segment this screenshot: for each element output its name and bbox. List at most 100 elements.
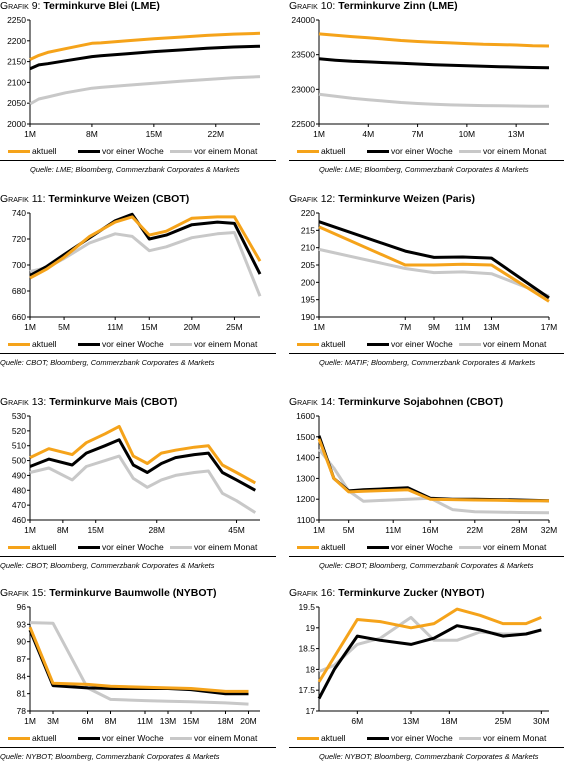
chart-panel: Grafik 16: Terminkurve Zucker (NYBOT) 17 1… xyxy=(289,587,564,777)
x-tick-label: 18M xyxy=(217,716,234,726)
y-tick-label: 740 xyxy=(12,208,26,218)
legend-item: vor einem Monat xyxy=(459,542,546,552)
y-tick-label: 18 xyxy=(306,664,316,674)
legend-label: vor einem Monat xyxy=(194,146,258,156)
y-tick-label: 215 xyxy=(301,225,315,235)
series-line-woche xyxy=(318,57,550,70)
y-tick-label: 1400 xyxy=(296,453,315,463)
y-tick-label: 480 xyxy=(12,485,26,495)
chart-plot: 660 680 700 720 740 1M 5M 11M 15M 20M 25M xyxy=(12,208,262,332)
legend-item: vor einer Woche xyxy=(367,339,453,349)
y-tick-label: 93 xyxy=(17,619,27,629)
chart-panel: Grafik 14: Terminkurve Sojabohnen (CBOT)… xyxy=(289,396,564,586)
y-tick-label: 81 xyxy=(17,689,27,699)
separator xyxy=(289,556,564,557)
x-tick-label: 28M xyxy=(511,525,528,535)
legend-item: vor einer Woche xyxy=(78,542,164,552)
chart-label: Grafik 11: xyxy=(0,193,46,205)
x-tick-label: 13M xyxy=(403,716,420,726)
y-tick-label: 2250 xyxy=(7,15,26,25)
legend-item: vor einem Monat xyxy=(459,146,546,156)
legend-label: vor einem Monat xyxy=(194,542,258,552)
y-tick-label: 490 xyxy=(12,470,26,480)
legend-swatch xyxy=(367,546,389,550)
x-tick-label: 17M xyxy=(541,322,557,332)
y-tick-label: 17.5 xyxy=(298,685,315,695)
series-line-monat xyxy=(29,75,261,106)
chart-title-text: Terminkurve Sojabohnen (CBOT) xyxy=(335,396,504,408)
chart-plot: 17 17.5 18 18.5 19 19.5 6M 13M 18M 25M 30M xyxy=(298,602,550,726)
legend-item: aktuell xyxy=(297,146,346,156)
x-tick-label: 11M xyxy=(455,322,471,332)
legend-item: vor einer Woche xyxy=(367,733,453,743)
legend-label: aktuell xyxy=(32,733,57,743)
x-tick-label: 22M xyxy=(467,525,484,535)
x-tick-label: 22M xyxy=(207,129,224,139)
y-tick-label: 210 xyxy=(301,243,315,253)
x-tick-label: 16M xyxy=(422,525,439,535)
x-tick-label: 6M xyxy=(82,716,94,726)
chart-title-text: Terminkurve Baumwolle (NYBOT) xyxy=(46,587,217,599)
series-line-aktuell xyxy=(317,438,550,503)
series-line-woche xyxy=(29,44,261,71)
x-tick-label: 6M xyxy=(351,716,363,726)
legend-item: vor einem Monat xyxy=(170,146,257,156)
chart-panel: Grafik 13: Terminkurve Mais (CBOT) 460 470… xyxy=(0,396,276,586)
legend-swatch xyxy=(8,737,30,741)
legend-label: vor einer Woche xyxy=(391,146,453,156)
x-tick-label: 15M xyxy=(87,525,104,535)
chart-title-text: Terminkurve Zucker (NYBOT) xyxy=(335,587,485,599)
chart-title: Grafik 10: Terminkurve Zinn (LME) xyxy=(289,0,458,12)
source-note: Quelle: MATIF; Bloomberg, Commerzbank Co… xyxy=(319,358,536,367)
legend-item: aktuell xyxy=(8,146,57,156)
legend-swatch xyxy=(297,737,319,741)
separator xyxy=(289,747,564,748)
series-line-woche xyxy=(29,212,262,277)
x-tick-label: 1M xyxy=(313,322,325,332)
chart-title: Grafik 15: Terminkurve Baumwolle (NYBOT) xyxy=(0,587,216,599)
separator xyxy=(289,353,564,354)
chart-panel: Grafik 15: Terminkurve Baumwolle (NYBOT)… xyxy=(0,587,276,777)
y-tick-label: 24000 xyxy=(291,15,315,25)
chart-label: Grafik 9: xyxy=(0,0,41,12)
legend-item: vor einem Monat xyxy=(170,542,257,552)
legend-label: aktuell xyxy=(321,339,346,349)
source-note: Quelle: CBOT; Bloomberg, Commerzbank Cor… xyxy=(319,561,534,570)
legend-swatch xyxy=(459,343,481,347)
legend-label: aktuell xyxy=(321,733,346,743)
legend-swatch xyxy=(297,546,319,550)
x-tick-label: 20M xyxy=(184,322,201,332)
legend-item: vor einem Monat xyxy=(459,339,546,349)
chart-plot: 22500 23000 23500 24000 1M 4M 7M 10M 13M xyxy=(291,15,550,139)
legend-swatch xyxy=(78,150,100,154)
chart-title: Grafik 16: Terminkurve Zucker (NYBOT) xyxy=(289,587,484,599)
y-tick-label: 530 xyxy=(12,411,26,421)
series-line-woche xyxy=(317,624,542,700)
y-tick-label: 84 xyxy=(17,671,27,681)
x-tick-label: 1M xyxy=(24,322,36,332)
y-tick-label: 1300 xyxy=(296,473,315,483)
x-tick-label: 11M xyxy=(107,322,123,332)
source-note: Quelle: NYBOT; Bloomberg, Commerzbank Co… xyxy=(0,752,220,761)
x-tick-label: 15M xyxy=(141,322,158,332)
x-tick-label: 3M xyxy=(47,716,59,726)
x-tick-label: 11M xyxy=(137,716,153,726)
series-line-aktuell xyxy=(318,225,550,303)
series-line-monat xyxy=(318,247,550,298)
legend-label: aktuell xyxy=(32,542,57,552)
series-line-aktuell xyxy=(29,424,257,485)
y-tick-label: 90 xyxy=(17,637,27,647)
legend-label: vor einem Monat xyxy=(483,339,547,349)
legend-label: vor einer Woche xyxy=(391,339,453,349)
legend-item: vor einem Monat xyxy=(170,733,257,743)
x-tick-label: 25M xyxy=(226,322,243,332)
legend-label: vor einem Monat xyxy=(483,146,547,156)
legend-swatch xyxy=(78,343,100,347)
chart-title-text: Terminkurve Mais (CBOT) xyxy=(46,396,178,408)
legend-label: aktuell xyxy=(32,146,57,156)
legend-label: vor einer Woche xyxy=(102,542,164,552)
y-tick-label: 195 xyxy=(301,295,315,305)
x-tick-label: 30M xyxy=(533,716,550,726)
x-tick-label: 5M xyxy=(58,322,70,332)
chart-plot: 78 81 84 87 90 93 96 1M 3M 6M 8M 11M 13M 15M 18M 20M xyxy=(17,602,260,726)
